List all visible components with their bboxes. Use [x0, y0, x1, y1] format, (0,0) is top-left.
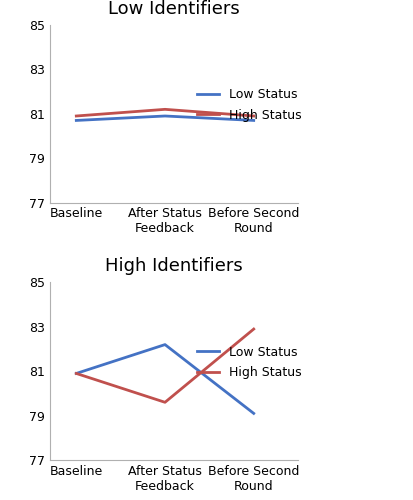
Legend: Low Status, High Status: Low Status, High Status [194, 86, 304, 124]
Legend: Low Status, High Status: Low Status, High Status [194, 343, 304, 382]
Title: High Identifiers: High Identifiers [105, 258, 242, 276]
Title: Low Identifiers: Low Identifiers [108, 0, 239, 18]
